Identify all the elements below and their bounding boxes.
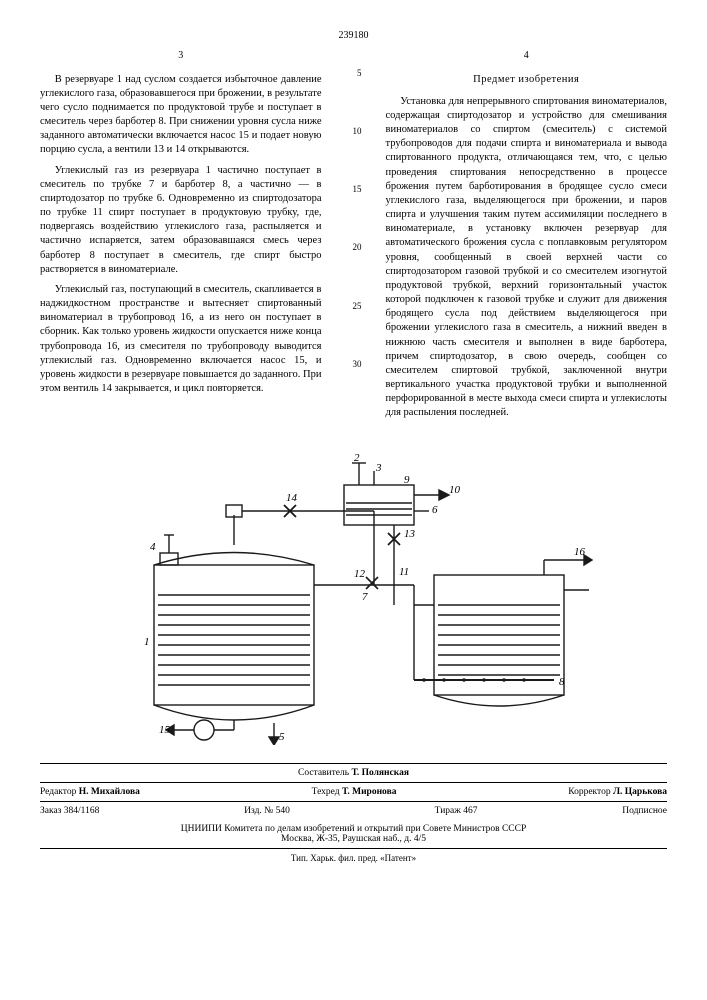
ln-10: 10	[346, 125, 362, 137]
ln-5: 5	[346, 67, 362, 79]
tech-label: Техред	[312, 787, 340, 797]
line-number-gutter: 5 10 15 20 25 30	[346, 49, 362, 427]
fig-label-3: 3	[375, 462, 382, 474]
org: ЦНИИПИ Комитета по делам изобретений и о…	[181, 824, 527, 834]
fig-label-5: 5	[279, 731, 285, 743]
corrector-cell: Корректор Л. Царькова	[568, 787, 667, 797]
fig-label-7: 7	[362, 591, 368, 603]
fig-label-14: 14	[286, 492, 298, 504]
fig-label-2: 2	[354, 452, 360, 464]
fig-label-15: 15	[159, 724, 171, 736]
left-p2: Углекислый газ из резервуара 1 частично …	[40, 164, 322, 277]
corrector-name: Л. Царькова	[613, 787, 667, 797]
fig-label-11: 11	[399, 566, 409, 578]
page: 239180 3 В резервуаре 1 над суслом созда…	[0, 0, 707, 887]
fig-label-16: 16	[574, 546, 586, 558]
izd: Изд. № 540	[244, 806, 290, 816]
subject-heading: Предмет изобретения	[386, 73, 668, 87]
tech-name: Т. Миронова	[342, 787, 396, 797]
compiler-row: Составитель Т. Полянская	[40, 764, 667, 782]
order: Заказ 384/1168	[40, 806, 99, 816]
compiler-name: Т. Полянская	[351, 768, 409, 778]
text-columns: 3 В резервуаре 1 над суслом создается из…	[40, 49, 667, 427]
signed: Подписное	[622, 806, 667, 816]
fig-label-13: 13	[404, 528, 416, 540]
apparatus-figure: 1 2 3 4 5 6 7 8 9 10 11 12 13 14 15 16	[114, 445, 594, 745]
addr: Москва, Ж-35, Раушская наб., д. 4/5	[281, 834, 426, 844]
credits-row: Редактор Н. Михайлова Техред Т. Миронова…	[40, 782, 667, 801]
left-p1: В резервуаре 1 над суслом создается избы…	[40, 73, 322, 158]
editor-name: Н. Михайлова	[79, 787, 140, 797]
tech-cell: Техред Т. Миронова	[312, 787, 397, 797]
ln-30: 30	[346, 358, 362, 370]
right-p1: Установка для непрерывного спиртования в…	[386, 95, 668, 421]
editor-label: Редактор	[40, 787, 76, 797]
footer: Составитель Т. Полянская Редактор Н. Мих…	[40, 763, 667, 867]
corrector-label: Корректор	[568, 787, 610, 797]
right-col-number: 4	[386, 49, 668, 63]
fig-label-1: 1	[144, 636, 150, 648]
fig-label-4: 4	[150, 541, 156, 553]
editor-cell: Редактор Н. Михайлова	[40, 787, 140, 797]
tirazh: Тираж 467	[435, 806, 478, 816]
figure-svg: 1 2 3 4 5 6 7 8 9 10 11 12 13 14 15 16	[114, 445, 594, 745]
ln-15: 15	[346, 183, 362, 195]
fig-label-12: 12	[354, 568, 366, 580]
left-p3: Углекислый газ, поступающий в смеситель,…	[40, 283, 322, 396]
patent-number: 239180	[40, 30, 667, 41]
fig-label-6: 6	[432, 504, 438, 516]
fig-label-8: 8	[559, 676, 565, 688]
org-row: ЦНИИПИ Комитета по делам изобретений и о…	[40, 820, 667, 848]
right-column: 4 Предмет изобретения Установка для непр…	[386, 49, 668, 427]
print-row: Заказ 384/1168 Изд. № 540 Тираж 467 Подп…	[40, 801, 667, 820]
compiler-label: Составитель	[298, 768, 349, 778]
fig-label-10: 10	[449, 484, 461, 496]
ln-20: 20	[346, 241, 362, 253]
left-col-number: 3	[40, 49, 322, 63]
fig-label-9: 9	[404, 474, 410, 486]
printer-row: Тип. Харьк. фил. пред. «Патент»	[40, 848, 667, 867]
ln-25: 25	[346, 300, 362, 312]
left-column: 3 В резервуаре 1 над суслом создается из…	[40, 49, 322, 427]
